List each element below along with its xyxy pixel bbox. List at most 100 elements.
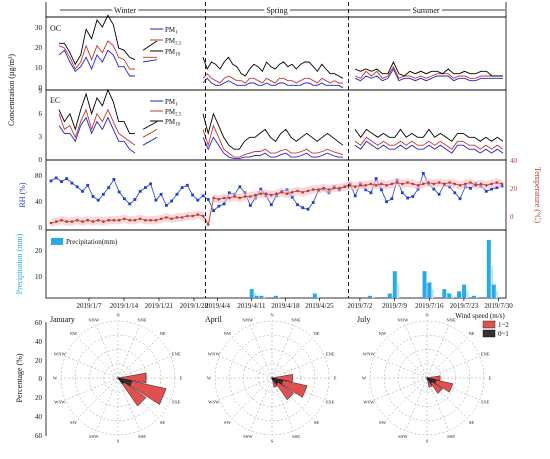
temp-point: [138, 217, 142, 221]
season-spring: Spring: [266, 6, 287, 15]
rose-ring: [74, 334, 162, 422]
rose-petal: [117, 377, 133, 386]
wind-high-swatch: [482, 320, 496, 329]
rose-spoke: [249, 325, 273, 379]
rose-direction-label: WSW: [363, 400, 375, 405]
pct-tick: 0: [39, 375, 43, 383]
rose-spoke: [374, 377, 428, 401]
precip-panel: 10 20 Precipitation (mm) Precipitation(m…: [15, 229, 507, 299]
rh-point: [353, 194, 357, 198]
precip-bar: [254, 295, 259, 298]
rose-direction-label: NW: [379, 331, 387, 336]
season-summer: Summer: [412, 6, 439, 15]
temp-point: [464, 182, 467, 186]
rh-point: [453, 191, 457, 195]
rose-direction-label: NW: [70, 331, 78, 336]
temp-point: [474, 184, 478, 187]
season-header: Winter Winter Spring Spring Summer Summe…: [45, 2, 507, 18]
temp-point: [233, 195, 236, 198]
legend-pm25: PM2.5: [165, 108, 182, 118]
temp-point: [353, 185, 357, 188]
temp-point: [191, 214, 194, 218]
rh-point: [123, 197, 126, 201]
rose-spoke: [271, 337, 313, 379]
temp-point: [369, 182, 373, 186]
rose-petal: [117, 377, 125, 385]
rh-point: [369, 191, 373, 195]
rh-point: [259, 187, 263, 191]
rose-direction-label: NNE: [446, 317, 456, 322]
rose-direction-label: SE: [314, 420, 320, 425]
wind-high-label: 1~2: [498, 321, 509, 329]
temp-point: [306, 189, 310, 193]
temp-point: [249, 195, 252, 198]
precip-bar-shade: [466, 290, 469, 298]
temp-point: [264, 192, 268, 195]
x-tick-label: 2019/7/23: [450, 302, 479, 310]
precip-bar: [368, 295, 373, 298]
temp-point: [332, 186, 336, 190]
rh-tick: 40: [35, 198, 43, 206]
rh-point: [222, 202, 226, 206]
rh-point: [217, 204, 221, 208]
rh-point: [60, 180, 63, 183]
rh-point: [117, 190, 121, 194]
x-tick-label: 2019/4/25: [305, 302, 334, 310]
rh-point: [484, 189, 488, 193]
rose-ring: [412, 363, 442, 393]
rose-spoke: [271, 325, 295, 379]
rose-direction-label: N: [425, 313, 429, 318]
rose-spoke: [117, 355, 171, 379]
rose-petal: [117, 372, 147, 384]
rose-spoke: [77, 337, 119, 379]
temp-point: [343, 185, 347, 188]
rh-point: [385, 200, 388, 204]
rose-april: April N NNE NE ENE E ESE SE SSE S SSW SW WSW W WNW NW N…: [205, 313, 337, 444]
rose-direction-label: ENE: [172, 352, 181, 357]
rh-point: [411, 195, 415, 198]
x-tick-label: 2019/1/28: [180, 302, 209, 310]
x-tick-label: 2019/1/7: [77, 302, 102, 310]
rose-direction-label: NE: [468, 331, 474, 336]
temp-point: [437, 181, 441, 184]
x-tick-label: 2019/1/21: [145, 302, 174, 310]
wind-legend: Wind speed (m/s) 1~2 0~1: [455, 312, 509, 338]
precip-bar-shade: [316, 295, 320, 298]
rose-direction-label: SSW: [243, 434, 253, 439]
rh-point: [490, 187, 493, 191]
series-line-pm10: [59, 14, 136, 66]
temp-point: [102, 220, 105, 223]
rh-point: [206, 198, 210, 201]
rh-point: [432, 187, 436, 191]
rh-point: [75, 185, 79, 189]
rose-direction-label: S: [117, 439, 120, 444]
series-line-pm25: [202, 73, 343, 84]
series-line-pm25: [58, 40, 135, 70]
x-tick-label: 2019/1/14: [110, 302, 139, 310]
precip-bar-shade: [476, 296, 479, 298]
temp-point: [390, 182, 394, 186]
temp-point: [165, 216, 168, 219]
oc-tick: 30: [35, 24, 43, 32]
rose-petal: [426, 377, 433, 384]
temp-point: [149, 218, 152, 222]
season-bg-1: Winter: [114, 6, 136, 15]
rh-point: [54, 176, 58, 180]
series-line-pm10: [202, 56, 344, 79]
oc-tick: 0: [39, 84, 43, 92]
rose-direction-label: NNW: [242, 317, 254, 322]
temp-point: [201, 214, 205, 218]
x-tick-label: 2019/4/18: [271, 302, 300, 310]
rh-point: [175, 192, 179, 196]
temp-point: [395, 181, 399, 184]
precip-bar: [472, 295, 476, 298]
ec-label: EC: [50, 96, 60, 105]
x-tick-label: 2019/7/9: [382, 302, 407, 310]
oc-tick: 10: [35, 64, 43, 72]
rh-point: [191, 193, 194, 197]
rose-january: January N NNE NE ENE E ESE SE SSE S SSW SW WSW W WNW N…: [50, 313, 183, 444]
series-line-pm1: [354, 140, 504, 154]
rose-direction-label: ENE: [481, 352, 490, 357]
precip-bar-shade: [490, 266, 494, 298]
x-tick-label: 2019/7/2: [347, 302, 372, 310]
